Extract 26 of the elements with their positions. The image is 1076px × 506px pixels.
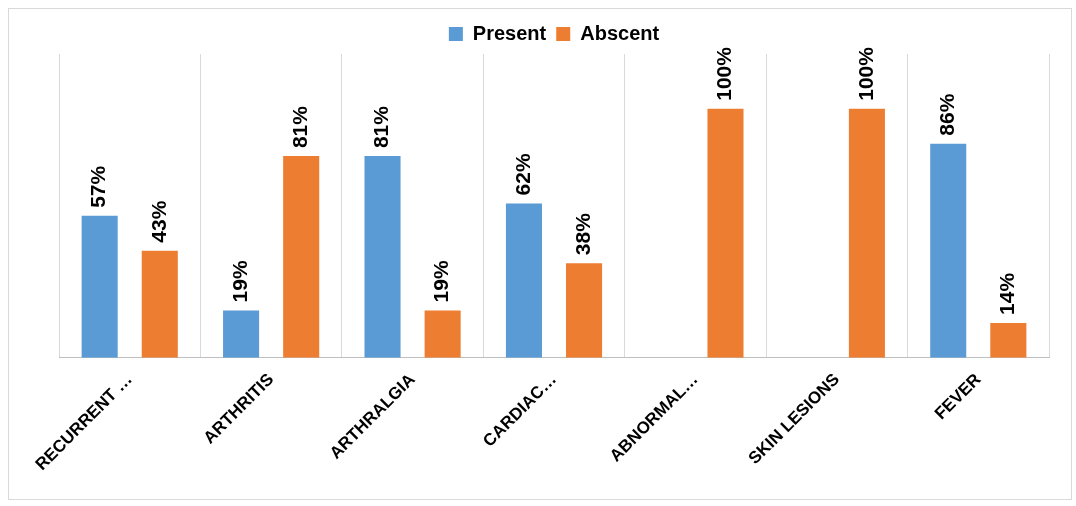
bar — [707, 108, 744, 358]
data-label: 57% — [86, 165, 110, 208]
data-label: 86% — [935, 93, 959, 136]
data-label: 62% — [510, 153, 534, 196]
bar — [566, 263, 603, 358]
bar — [424, 310, 461, 358]
bar — [848, 108, 885, 358]
data-label: 100% — [853, 46, 877, 101]
legend-label: Abscent — [580, 21, 660, 44]
data-label: 43% — [146, 200, 170, 243]
bar — [81, 215, 118, 358]
data-label: 14% — [995, 272, 1019, 315]
bar — [930, 143, 967, 358]
legend-label: Present — [472, 21, 547, 44]
bar — [223, 310, 260, 358]
data-label: 38% — [570, 212, 594, 256]
bar — [283, 156, 320, 358]
data-label: 81% — [369, 105, 393, 149]
data-label: 19% — [227, 260, 251, 303]
data-label: 81% — [287, 105, 311, 149]
bar — [505, 203, 542, 358]
data-label: 100% — [712, 46, 736, 101]
bar — [990, 322, 1027, 358]
bar — [364, 156, 401, 358]
data-label: 19% — [429, 260, 453, 303]
bar — [141, 250, 178, 358]
